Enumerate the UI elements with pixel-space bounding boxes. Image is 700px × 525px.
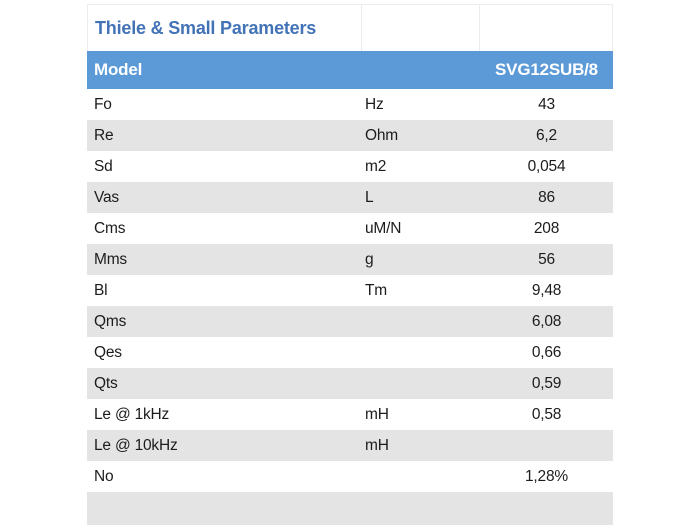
model-label-cell: Model (87, 51, 362, 89)
unit-cell: Hz (365, 95, 384, 113)
value-cell: 43 (538, 95, 555, 113)
unit-cell: mH (365, 436, 389, 454)
table-title-cell: Thiele & Small Parameters (87, 4, 362, 51)
table-row: Le @ 1kHz mH 0,58 (87, 399, 613, 430)
table-row: Qts 0,59 (87, 368, 613, 399)
model-label: Model (94, 60, 143, 79)
value-cell: 0,054 (527, 157, 566, 175)
parameter-cell: Qms (94, 312, 127, 330)
parameter-cell: Sd (94, 157, 113, 175)
unit-cell: uM/N (365, 219, 402, 237)
table-row: Qms 6,08 (87, 306, 613, 337)
table-row: No 1,28% (87, 461, 613, 492)
value-cell: 1,28% (525, 467, 568, 485)
unit-cell (362, 306, 480, 337)
table-row: Cms uM/N 208 (87, 213, 613, 244)
parameter-cell: Vas (94, 188, 119, 206)
unit-cell: Tm (365, 281, 387, 299)
table-row: Fo Hz 43 (87, 89, 613, 120)
unit-cell: Ohm (365, 126, 398, 144)
table-body: Fo Hz 43 Re Ohm 6,2 Sd m2 0,054 Vas L 86… (87, 89, 613, 492)
unit-cell (362, 337, 480, 368)
parameter-cell: Mms (94, 250, 127, 268)
parameter-cell: Re (94, 126, 114, 144)
value-cell: 56 (538, 250, 555, 268)
parameter-cell: Bl (94, 281, 108, 299)
model-empty-cell (362, 51, 480, 89)
value-cell (480, 430, 613, 461)
table-row: Sd m2 0,054 (87, 151, 613, 182)
parameter-cell: Qts (94, 374, 118, 392)
table-bottom-filler (87, 492, 613, 525)
unit-cell: g (365, 250, 374, 268)
value-cell: 86 (538, 188, 555, 206)
unit-cell (362, 461, 480, 492)
title-empty-cell-unit (362, 4, 480, 51)
value-cell: 6,08 (531, 312, 562, 330)
table-row: Re Ohm 6,2 (87, 120, 613, 151)
table-row: Le @ 10kHz mH (87, 430, 613, 461)
page-title: Thiele & Small Parameters (95, 17, 317, 38)
table-row: Mms g 56 (87, 244, 613, 275)
value-cell: 9,48 (531, 281, 562, 299)
value-cell: 208 (533, 219, 560, 237)
value-cell: 6,2 (536, 126, 557, 144)
table-row: Vas L 86 (87, 182, 613, 213)
thiele-small-parameters-table: Thiele & Small Parameters Model SVG12SUB… (87, 4, 613, 525)
value-cell: 0,66 (531, 343, 562, 361)
model-value: SVG12SUB/8 (495, 60, 598, 79)
value-cell: 0,58 (531, 405, 562, 423)
unit-cell (362, 368, 480, 399)
unit-cell: m2 (365, 157, 387, 175)
table-title-row: Thiele & Small Parameters (87, 4, 613, 51)
parameter-cell: Le @ 10kHz (94, 436, 178, 454)
parameter-cell: Le @ 1kHz (94, 405, 170, 423)
parameter-cell: Cms (94, 219, 126, 237)
unit-cell: mH (365, 405, 389, 423)
table-row: Bl Tm 9,48 (87, 275, 613, 306)
title-empty-cell-value (480, 4, 613, 51)
parameter-cell: Fo (94, 95, 112, 113)
parameter-cell: Qes (94, 343, 122, 361)
parameter-cell: No (94, 467, 114, 485)
table-row: Qes 0,66 (87, 337, 613, 368)
unit-cell: L (365, 188, 374, 206)
model-value-cell: SVG12SUB/8 (480, 51, 613, 89)
model-header-row: Model SVG12SUB/8 (87, 51, 613, 89)
value-cell: 0,59 (531, 374, 562, 392)
